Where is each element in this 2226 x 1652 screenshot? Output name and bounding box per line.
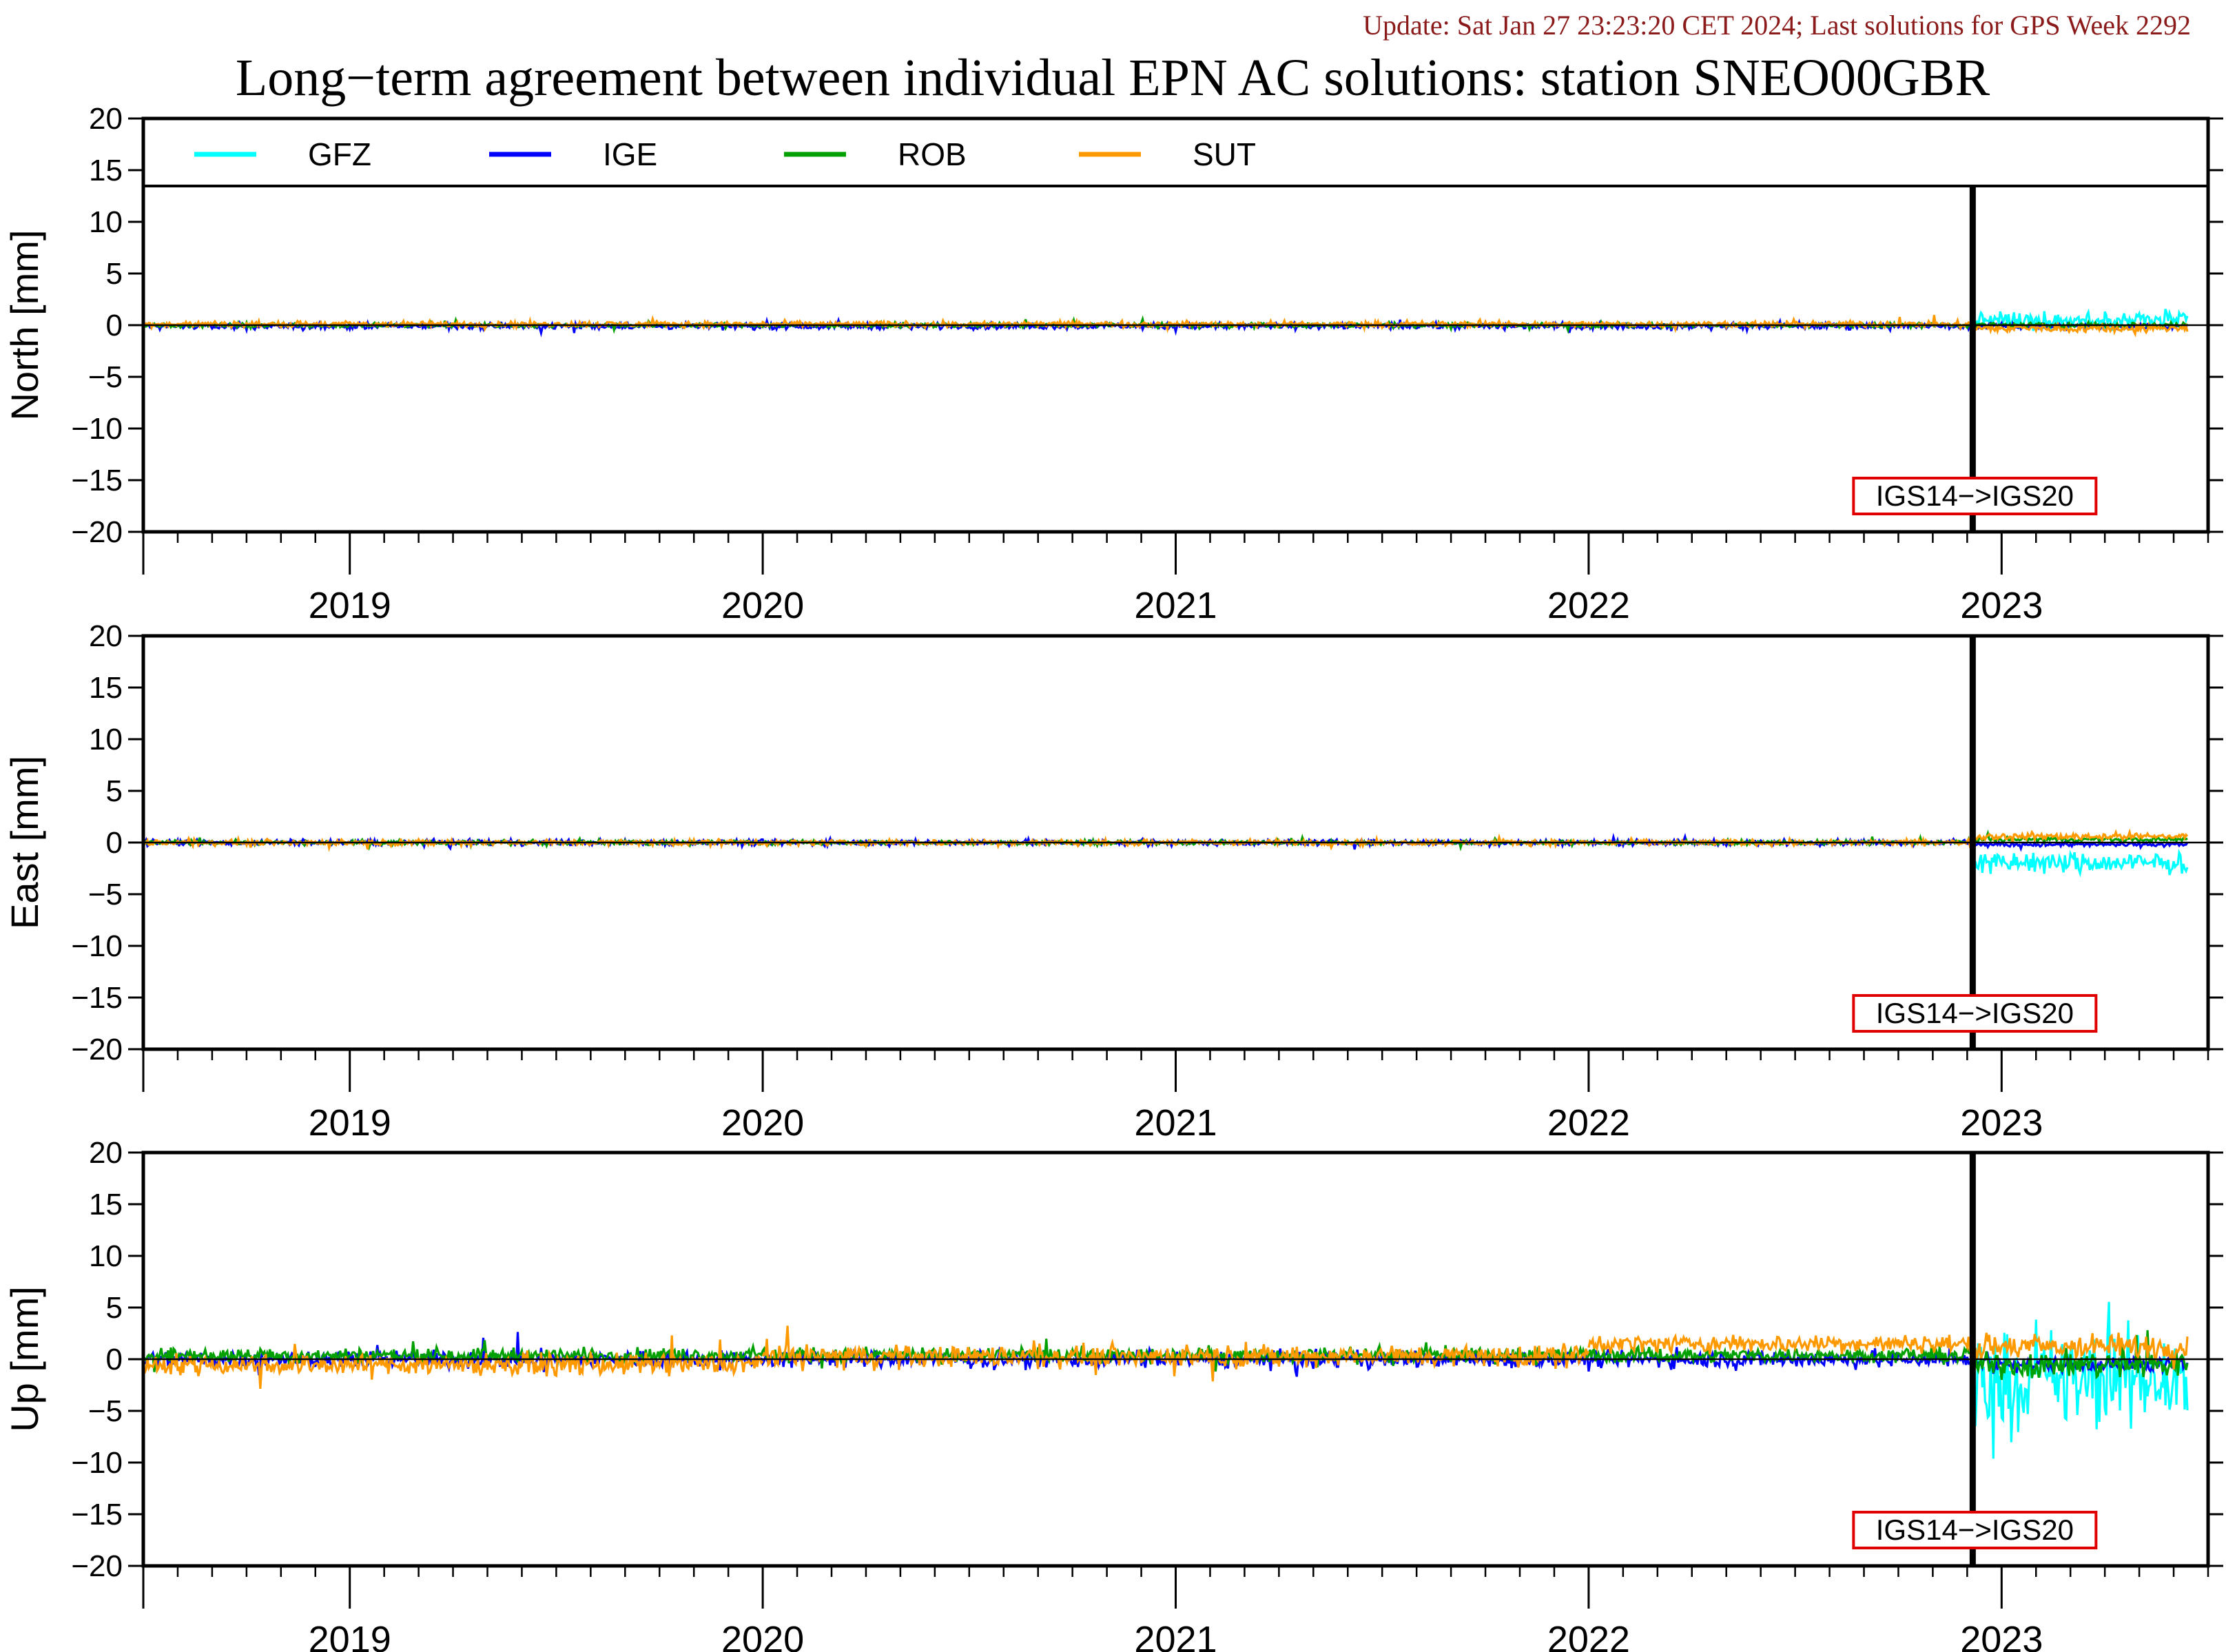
y-axis-label: North [mm]	[3, 230, 46, 421]
reference-change-label: IGS14−>IGS20	[1876, 479, 2074, 512]
y-tick-label: 5	[106, 774, 123, 808]
y-tick-label: −15	[71, 981, 123, 1015]
y-tick-label: 5	[106, 1291, 123, 1325]
y-tick-label: −20	[71, 515, 123, 549]
y-tick-label: −20	[71, 1549, 123, 1583]
y-tick-label: 5	[106, 257, 123, 291]
x-tick-label: 2019	[309, 1102, 391, 1144]
x-tick-label: 2019	[309, 1619, 391, 1652]
y-tick-label: 15	[89, 1188, 123, 1221]
series-line-rob	[143, 1339, 1974, 1372]
y-tick-label: −5	[88, 878, 123, 911]
y-tick-label: −20	[71, 1033, 123, 1066]
y-tick-label: 0	[106, 309, 123, 342]
y-tick-label: 20	[89, 1136, 123, 1170]
x-tick-label: 2020	[721, 1102, 804, 1144]
y-tick-label: −5	[88, 360, 123, 394]
x-tick-label: 2022	[1547, 585, 1630, 626]
series-line-sut	[1971, 1332, 2189, 1370]
panel-0: IGS14−>IGS20 20 15 10 5 0 −5 −10 −15 −20 North [mm…	[3, 102, 2223, 626]
y-tick-label: 0	[106, 826, 123, 860]
y-tick-label: 15	[89, 671, 123, 705]
x-tick-label: 2021	[1134, 585, 1217, 626]
y-tick-label: 15	[89, 154, 123, 187]
y-tick-label: −10	[71, 1446, 123, 1480]
reference-change-label: IGS14−>IGS20	[1876, 1514, 2074, 1546]
y-tick-label: 10	[89, 1239, 123, 1273]
series-line-sut	[1972, 828, 2189, 843]
x-tick-label: 2023	[1960, 1102, 2043, 1144]
panel-2: IGS14−>IGS20 20 15 10 5 0 −5 −10 −15 −20 Up [mm] 20…	[3, 1136, 2223, 1652]
reference-change-label: IGS14−>IGS20	[1876, 997, 2074, 1029]
x-tick-label: 2021	[1134, 1102, 1217, 1144]
y-tick-label: −15	[71, 1498, 123, 1531]
legend-label-rob: ROB	[898, 136, 967, 172]
y-tick-label: 20	[89, 619, 123, 653]
panel-1: IGS14−>IGS20 20 15 10 5 0 −5 −10 −15 −20 East [mm]…	[3, 619, 2223, 1144]
series-line-rob	[1971, 1330, 2189, 1381]
reference-change-label-box	[1852, 1511, 2098, 1549]
x-tick-label: 2022	[1547, 1619, 1630, 1652]
series-line-sut	[761, 1325, 1590, 1382]
y-tick-label: −15	[71, 464, 123, 497]
y-axis-label: Up [mm]	[3, 1286, 46, 1432]
x-tick-label: 2022	[1547, 1102, 1630, 1144]
y-axis-label: East [mm]	[3, 756, 46, 929]
series-line-ige	[1971, 840, 2189, 852]
x-tick-label: 2019	[309, 585, 391, 626]
y-tick-label: 20	[89, 102, 123, 136]
y-tick-label: 10	[89, 723, 123, 756]
x-tick-label: 2020	[721, 1619, 804, 1652]
y-tick-label: 10	[89, 205, 123, 239]
y-tick-label: −5	[88, 1394, 123, 1428]
chart-title: Long−term agreement between individual E…	[236, 49, 1990, 107]
y-tick-label: −10	[71, 412, 123, 446]
legend-label-sut: SUT	[1193, 136, 1256, 172]
x-tick-label: 2021	[1134, 1619, 1217, 1652]
reference-change-label-box	[1852, 994, 2098, 1033]
x-tick-label: 2023	[1960, 585, 2043, 626]
series-line-gfz	[1971, 848, 2189, 878]
y-tick-label: 0	[106, 1343, 123, 1376]
x-tick-label: 2020	[721, 585, 804, 626]
legend-label-gfz: GFZ	[308, 136, 371, 172]
y-tick-label: −10	[71, 929, 123, 963]
series-line-sut	[1587, 1332, 1974, 1357]
series-line-sut	[143, 1335, 764, 1390]
update-timestamp: Update: Sat Jan 27 23:23:20 CET 2024; La…	[1363, 10, 2191, 41]
legend-label-ige: IGE	[603, 136, 657, 172]
reference-change-label-box	[1852, 477, 2098, 515]
chart-panels: IGS14−>IGS20 20 15 10 5 0 −5 −10 −15 −20 North [mm…	[3, 102, 2223, 1652]
x-tick-label: 2023	[1960, 1619, 2043, 1652]
